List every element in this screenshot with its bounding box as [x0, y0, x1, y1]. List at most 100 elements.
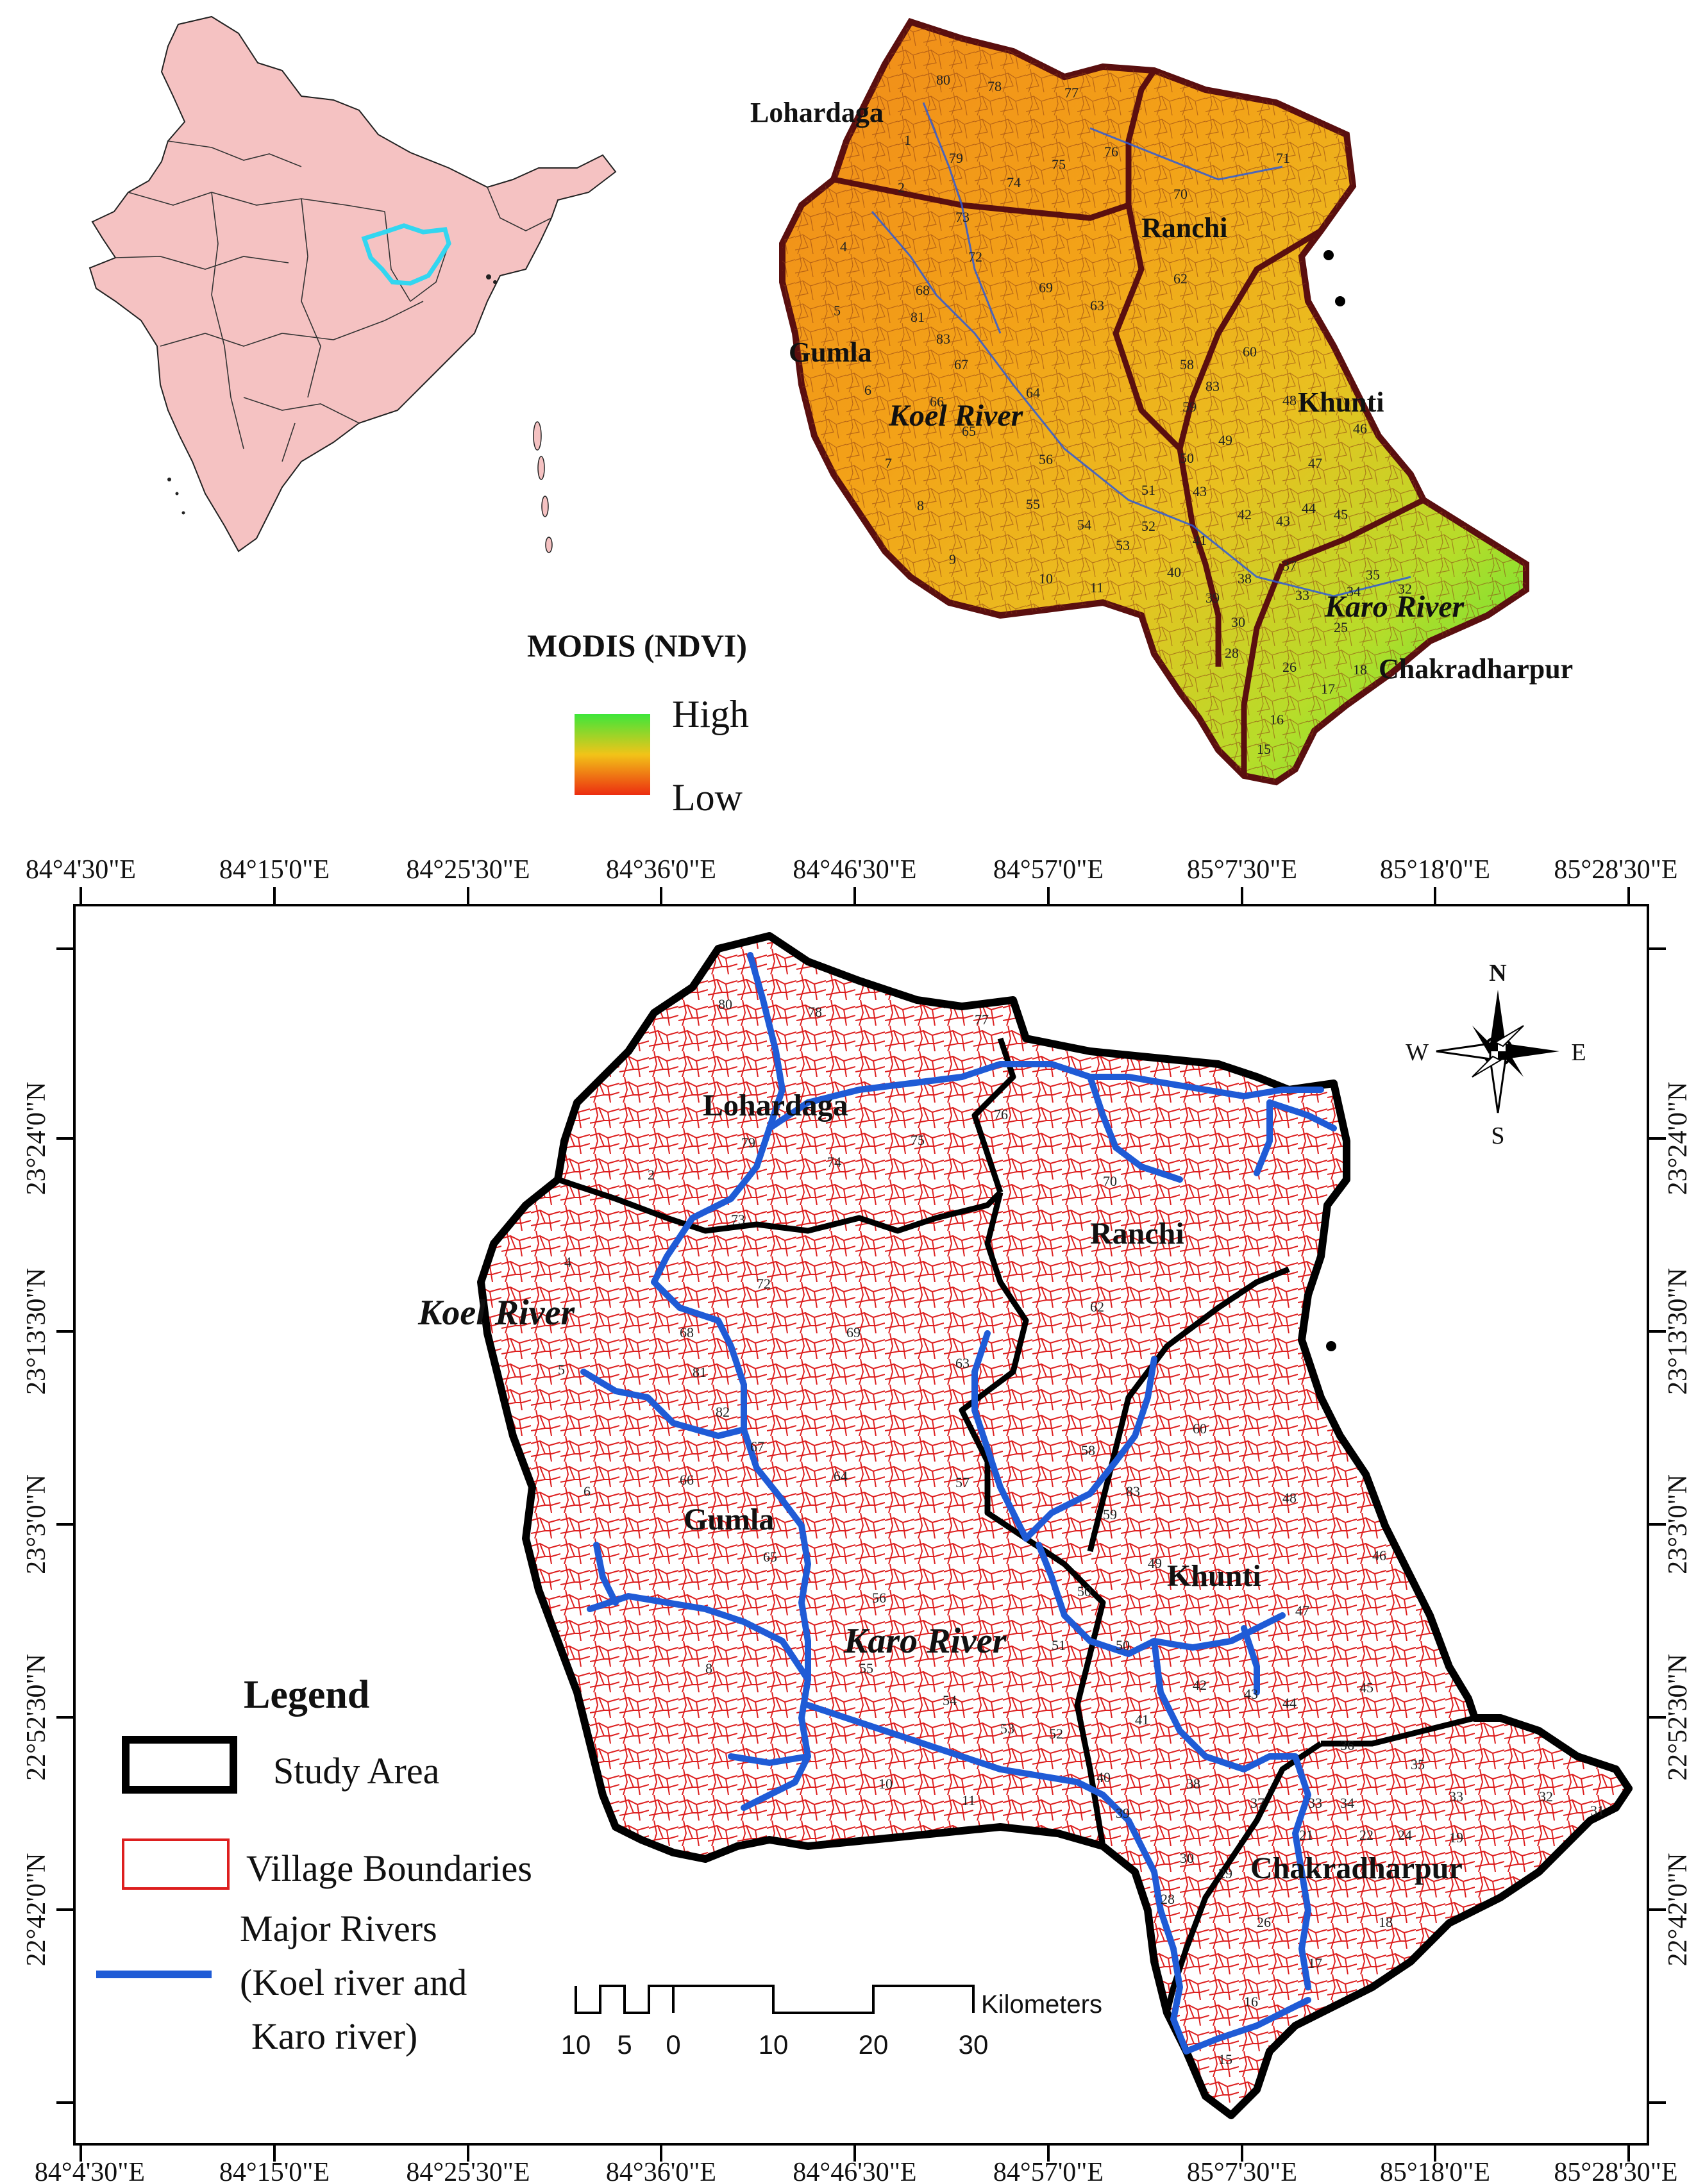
svg-text:44: 44	[1302, 500, 1316, 516]
svg-text:38: 38	[1238, 571, 1252, 587]
main-map: 84°4'30"E 84°15'0"E 84°25'30"E 84°36'0"E…	[22, 855, 1693, 2184]
svg-text:73: 73	[731, 1212, 745, 1228]
svg-text:66: 66	[680, 1472, 694, 1488]
svg-text:39: 39	[1205, 590, 1220, 606]
svg-text:77: 77	[1064, 85, 1079, 101]
svg-text:24: 24	[1398, 1827, 1412, 1843]
svg-text:15: 15	[1257, 741, 1271, 757]
x-tick-bottom-2: 84°25'30"E	[406, 2158, 530, 2184]
svg-text:48: 48	[1282, 392, 1297, 408]
x-tick-top-3: 84°36'0"E	[606, 855, 716, 885]
y-tick-right-0: 23°24'0"N	[1663, 1082, 1693, 1196]
label-koel-river: Koel River	[417, 1293, 575, 1333]
svg-text:18: 18	[1353, 662, 1367, 678]
x-tick-bottom-1: 84°15'0"E	[219, 2158, 330, 2184]
scale-label-20: 20	[859, 2030, 889, 2060]
svg-text:48: 48	[1282, 1490, 1297, 1506]
svg-text:64: 64	[834, 1468, 848, 1484]
svg-text:30: 30	[1180, 1850, 1194, 1866]
svg-text:79: 79	[949, 150, 963, 166]
svg-text:21: 21	[1299, 1827, 1313, 1843]
ndvi-label-koel-river: Koel River	[888, 399, 1024, 433]
svg-text:18: 18	[1379, 1914, 1393, 1930]
svg-text:47: 47	[1308, 455, 1322, 471]
ndvi-label-gumla: Gumla	[789, 337, 872, 368]
jharkhand-highlight	[361, 223, 451, 286]
svg-text:46: 46	[1353, 421, 1367, 437]
svg-text:79: 79	[741, 1135, 755, 1151]
svg-text:17: 17	[1321, 681, 1335, 697]
svg-text:77: 77	[975, 1012, 989, 1028]
x-tick-top-6: 85°7'30"E	[1187, 855, 1297, 885]
svg-text:43: 43	[1276, 513, 1290, 529]
compass-n: N	[1489, 960, 1506, 987]
svg-text:43: 43	[1193, 483, 1207, 499]
svg-text:46: 46	[1372, 1547, 1386, 1563]
svg-text:83: 83	[1205, 378, 1220, 394]
compass-e: E	[1571, 1039, 1586, 1066]
svg-text:31: 31	[1590, 1803, 1604, 1819]
svg-text:37: 37	[1250, 1795, 1264, 1811]
svg-text:56: 56	[872, 1590, 886, 1606]
y-tick-left-0: 23°24'0"N	[22, 1082, 51, 1196]
svg-text:7: 7	[885, 455, 892, 471]
svg-text:10: 10	[878, 1776, 893, 1792]
svg-text:81: 81	[693, 1364, 707, 1380]
svg-text:60: 60	[1193, 1421, 1207, 1437]
svg-text:25: 25	[1334, 619, 1348, 635]
svg-text:52: 52	[1049, 1726, 1063, 1742]
svg-text:55: 55	[859, 1660, 873, 1676]
svg-text:65: 65	[962, 423, 976, 439]
svg-text:19: 19	[1449, 1830, 1463, 1846]
scale-label-5: 5	[617, 2030, 632, 2060]
svg-text:5: 5	[558, 1362, 565, 1378]
svg-text:62: 62	[1090, 1299, 1104, 1315]
svg-text:54: 54	[943, 1692, 957, 1708]
label-gumla: Gumla	[684, 1503, 774, 1537]
svg-text:33: 33	[1308, 1795, 1322, 1811]
svg-text:5: 5	[834, 303, 841, 319]
india-outline	[88, 15, 617, 553]
svg-text:55: 55	[1026, 496, 1040, 512]
svg-text:8: 8	[917, 497, 924, 513]
legend-label-village: Village Boundaries	[246, 1847, 532, 1889]
svg-text:41: 41	[1135, 1712, 1149, 1728]
svg-text:58: 58	[1180, 356, 1194, 372]
svg-text:36: 36	[1340, 1737, 1354, 1753]
major-rivers	[580, 952, 1337, 2055]
svg-text:28: 28	[1161, 1891, 1175, 1907]
svg-text:41: 41	[1193, 532, 1207, 548]
svg-text:76: 76	[994, 1106, 1008, 1122]
x-tick-marks	[80, 887, 1630, 2162]
x-tick-bottom-0: 84°4'30"E	[35, 2158, 145, 2184]
x-tick-top-5: 84°57'0"E	[993, 855, 1104, 885]
y-tick-marks	[56, 947, 1666, 2104]
svg-text:57: 57	[955, 1474, 970, 1490]
svg-text:69: 69	[846, 1324, 861, 1340]
label-chakradharpur: Chakradharpur	[1250, 1851, 1463, 1885]
svg-text:54: 54	[1077, 517, 1091, 533]
india-inset-map	[88, 15, 617, 553]
x-tick-bottom-3: 84°36'0"E	[606, 2158, 716, 2184]
svg-text:76: 76	[1104, 144, 1118, 160]
compass-s: S	[1491, 1122, 1504, 1149]
x-tick-top-2: 84°25'30"E	[406, 855, 530, 885]
y-tick-labels-left: 23°24'0"N 23°13'30"N 23°3'0"N 22°52'30"N…	[22, 1082, 51, 1967]
ndvi-label-lohardaga: Lohardaga	[750, 97, 884, 128]
svg-text:72: 72	[757, 1276, 771, 1292]
svg-text:67: 67	[750, 1438, 764, 1455]
legend-label-study-area: Study Area	[273, 1750, 439, 1792]
ndvi-legend-title: MODIS (NDVI)	[527, 628, 747, 663]
svg-text:72: 72	[968, 249, 982, 265]
svg-text:71: 71	[1276, 150, 1290, 166]
svg-text:42: 42	[1238, 506, 1252, 522]
svg-text:51: 51	[1052, 1637, 1066, 1653]
svg-text:40: 40	[1167, 564, 1181, 580]
svg-text:56: 56	[1039, 451, 1053, 467]
svg-text:37: 37	[1282, 558, 1297, 574]
svg-text:59: 59	[1182, 399, 1197, 415]
legend: Legend Study Area Village Boundaries Maj…	[96, 1673, 532, 2057]
svg-text:70: 70	[1103, 1173, 1117, 1189]
